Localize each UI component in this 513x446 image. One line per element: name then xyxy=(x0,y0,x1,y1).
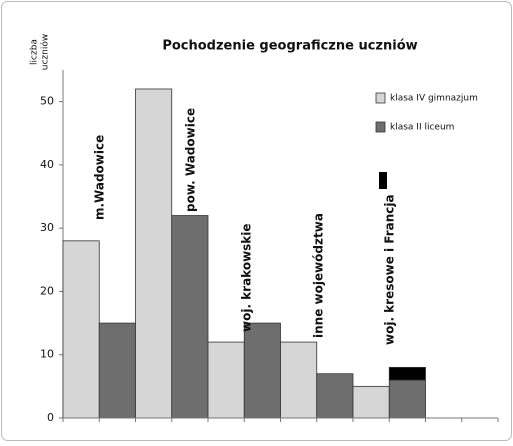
y-tick-label: 10 xyxy=(40,348,54,361)
category-label: woj. kresowe i Francja xyxy=(383,194,397,345)
bar xyxy=(388,379,426,419)
legend-label: klasa IV gimnazjum xyxy=(390,94,478,104)
bar xyxy=(135,88,173,419)
bar xyxy=(280,341,318,419)
bar xyxy=(171,215,209,419)
legend-swatch xyxy=(375,121,386,133)
legend-swatch xyxy=(375,92,386,104)
category-label: pow. Wadowice xyxy=(184,108,198,212)
y-axis-label: liczba xyxy=(30,39,40,65)
bar xyxy=(316,373,354,419)
y-tick-label: 20 xyxy=(40,284,54,297)
y-tick-label: 30 xyxy=(40,221,54,234)
y-tick-label: 40 xyxy=(40,158,54,171)
category-label: m.Wadowice xyxy=(93,135,107,220)
y-tick-label: 50 xyxy=(40,95,54,108)
chart-title: Pochodzenie geograficzne uczniów xyxy=(162,39,417,54)
france-marker xyxy=(379,172,387,189)
y-axis-label: uczniów xyxy=(40,34,51,70)
bar xyxy=(388,366,426,381)
bar xyxy=(207,341,245,419)
legend-label: klasa II liceum xyxy=(390,123,454,133)
bar xyxy=(243,322,281,419)
bar xyxy=(98,322,136,419)
y-tick-label: 0 xyxy=(47,411,54,424)
bar xyxy=(352,385,390,419)
bar xyxy=(62,240,100,419)
category-label: inne województwa xyxy=(312,213,326,338)
category-label: woj. krakowskie xyxy=(240,223,254,332)
